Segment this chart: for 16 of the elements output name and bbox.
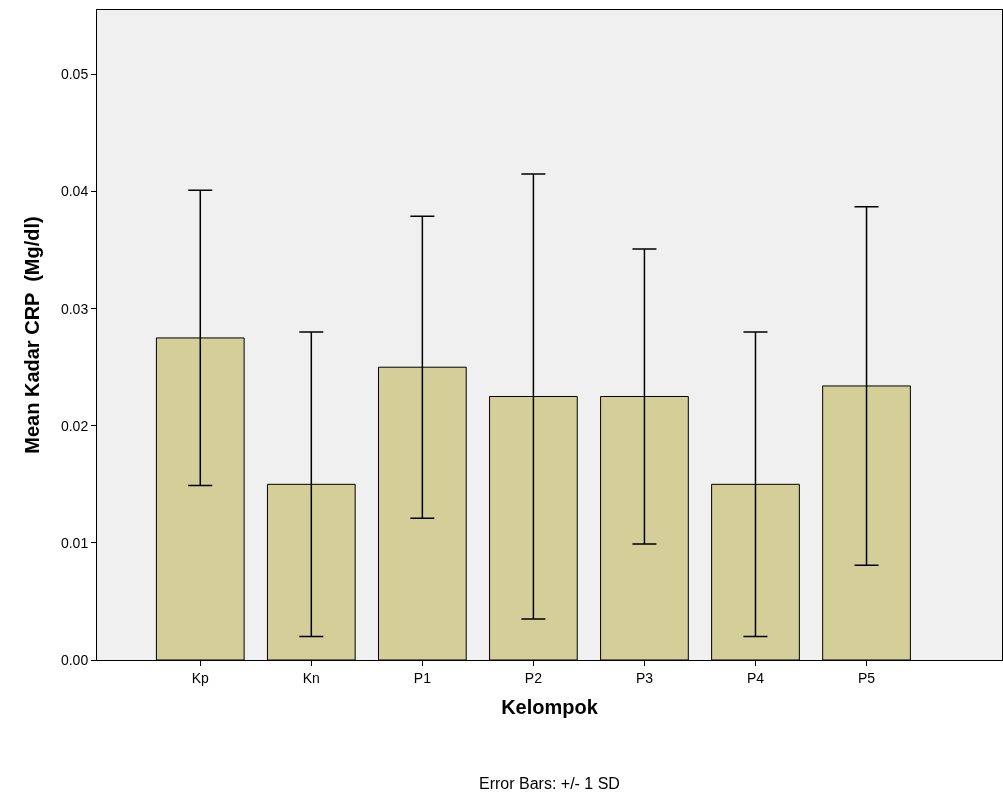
- y-tick-label: 0.01: [60, 534, 89, 551]
- x-tick-label: P2: [524, 669, 543, 686]
- y-tick-label: 0.03: [60, 300, 89, 317]
- x-tick-label: Kp: [191, 669, 210, 686]
- x-tick-label: P5: [857, 669, 876, 686]
- x-axis-title: Kelompok: [501, 696, 599, 719]
- y-tick-label: 0.05: [60, 66, 89, 83]
- y-axis-title: Mean Kadar CRP (Mg/dl): [21, 216, 44, 454]
- y-tick-label: 0.00: [60, 651, 89, 668]
- y-tick-label: 0.04: [60, 183, 89, 200]
- x-tick-label: P3: [635, 669, 654, 686]
- y-tick-label: 0.02: [60, 417, 89, 434]
- x-tick-label: Kn: [302, 669, 320, 686]
- x-tick-label: P1: [413, 669, 432, 686]
- x-tick-label: P4: [746, 669, 765, 686]
- text: Error Bars: +/- 1 SD: [479, 775, 620, 792]
